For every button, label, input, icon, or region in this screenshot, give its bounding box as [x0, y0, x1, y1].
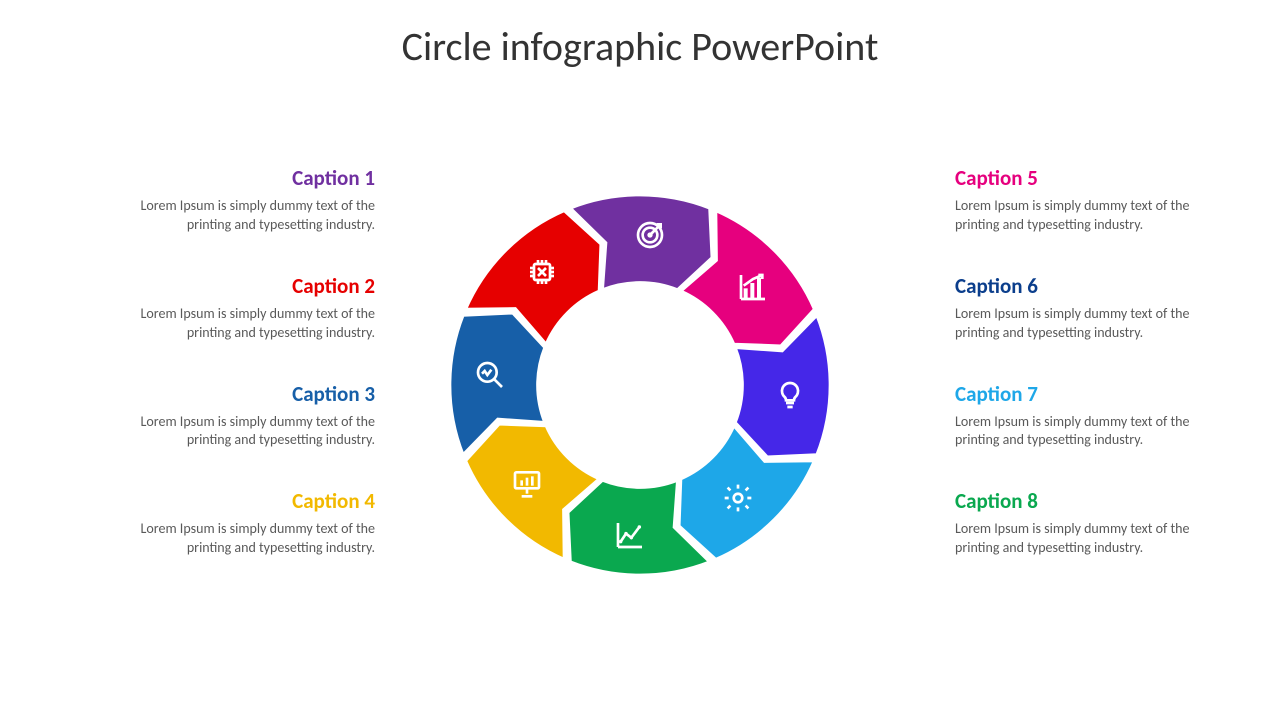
circle-infographic — [445, 190, 835, 580]
page-title: Circle infographic PowerPoint — [0, 22, 1280, 71]
presentation-icon — [507, 463, 547, 503]
caption-body: Lorem Ipsum is simply dummy text of the … — [115, 305, 375, 343]
caption-block: Caption 5 Lorem Ipsum is simply dummy tex… — [955, 165, 1215, 235]
caption-block: Caption 6 Lorem Ipsum is simply dummy tex… — [955, 273, 1215, 343]
caption-body: Lorem Ipsum is simply dummy text of the … — [115, 413, 375, 451]
caption-body: Lorem Ipsum is simply dummy text of the … — [955, 520, 1215, 558]
caption-title: Caption 6 — [955, 273, 1215, 299]
caption-title: Caption 3 — [115, 381, 375, 407]
caption-body: Lorem Ipsum is simply dummy text of the … — [955, 197, 1215, 235]
right-caption-column: Caption 5 Lorem Ipsum is simply dummy tex… — [955, 165, 1215, 558]
gear-icon — [718, 478, 758, 518]
caption-body: Lorem Ipsum is simply dummy text of the … — [115, 197, 375, 235]
caption-block: Caption 2 Lorem Ipsum is simply dummy tex… — [115, 273, 375, 343]
caption-block: Caption 4 Lorem Ipsum is simply dummy tex… — [115, 488, 375, 558]
caption-title: Caption 7 — [955, 381, 1215, 407]
caption-block: Caption 7 Lorem Ipsum is simply dummy tex… — [955, 381, 1215, 451]
caption-title: Caption 1 — [115, 165, 375, 191]
caption-block: Caption 8 Lorem Ipsum is simply dummy tex… — [955, 488, 1215, 558]
caption-block: Caption 3 Lorem Ipsum is simply dummy tex… — [115, 381, 375, 451]
left-caption-column: Caption 1 Lorem Ipsum is simply dummy tex… — [115, 165, 375, 558]
caption-block: Caption 1 Lorem Ipsum is simply dummy tex… — [115, 165, 375, 235]
bar-growth-icon — [733, 267, 773, 307]
caption-title: Caption 4 — [115, 488, 375, 514]
caption-title: Caption 2 — [115, 273, 375, 299]
chip-icon — [522, 252, 562, 292]
caption-title: Caption 8 — [955, 488, 1215, 514]
magnifier-icon — [470, 355, 510, 395]
target-icon — [630, 215, 670, 255]
caption-title: Caption 5 — [955, 165, 1215, 191]
caption-body: Lorem Ipsum is simply dummy text of the … — [955, 413, 1215, 451]
line-chart-icon — [610, 515, 650, 555]
lightbulb-icon — [770, 375, 810, 415]
caption-body: Lorem Ipsum is simply dummy text of the … — [955, 305, 1215, 343]
caption-body: Lorem Ipsum is simply dummy text of the … — [115, 520, 375, 558]
